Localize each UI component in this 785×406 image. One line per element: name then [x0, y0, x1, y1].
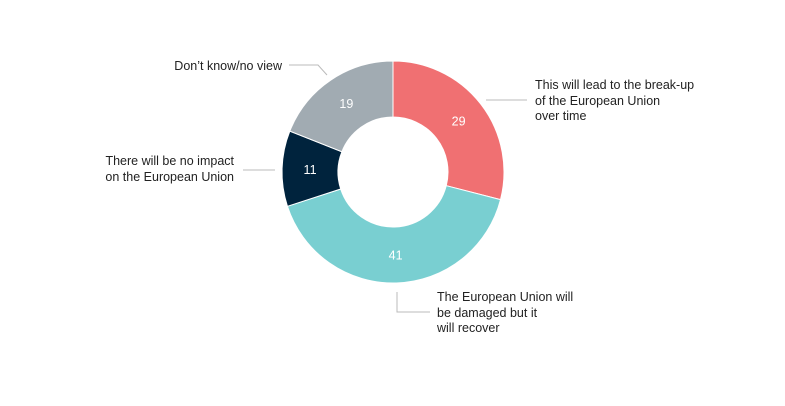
- label-break-up: This will lead to the break-up of the Eu…: [535, 78, 695, 123]
- slice-this-will-lead-to-the-break-up: [392, 60, 505, 201]
- value-label-2: 11: [304, 163, 317, 177]
- label-dont-know: Don’t know/no view: [174, 59, 282, 73]
- label-no-impact: There will be no impact on the European …: [105, 154, 234, 184]
- value-label-0: 29: [452, 115, 466, 129]
- value-label-1: 41: [389, 248, 403, 262]
- slice-don-t-know-no-view: [289, 60, 394, 153]
- leader-line-1: [396, 292, 430, 313]
- value-label-3: 19: [339, 97, 353, 111]
- leader-line-3: [289, 64, 328, 76]
- slice-the-european-union-will-be-dam: [286, 185, 502, 284]
- label-damaged-recover: The European Union will be damaged but i…: [437, 290, 574, 335]
